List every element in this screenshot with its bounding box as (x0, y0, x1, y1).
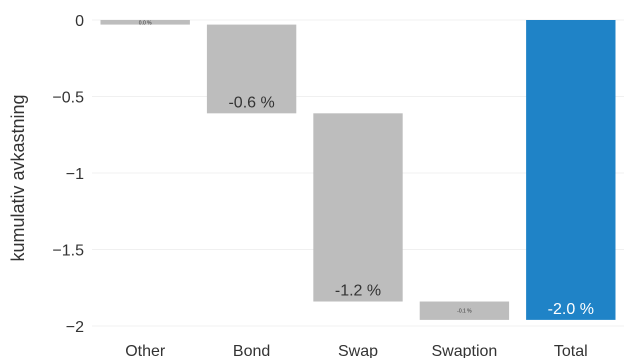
x-tick-label: Swap (338, 343, 378, 358)
bar-label-swaption: -0.1 % (457, 309, 472, 315)
bars (100, 20, 616, 320)
x-tick-label: Swaption (431, 343, 497, 358)
y-tick-label: 0 (75, 13, 84, 30)
bar-swaption (419, 301, 510, 320)
bar-other (100, 20, 190, 25)
bar-bond (206, 24, 297, 114)
x-tick-label: Total (554, 343, 588, 358)
x-tick-label: Other (125, 343, 166, 358)
bar-total (526, 20, 616, 320)
y-tick-label: −1 (66, 166, 84, 183)
y-axis-title: kumulativ avkastning (8, 94, 28, 261)
x-axis-ticks: Other Bond Swap Swaption Total (125, 343, 588, 358)
bar-label-swap: -1.2 % (335, 283, 381, 300)
bar-label-bond: -0.6 % (228, 94, 274, 111)
y-tick-label: −1.5 (52, 243, 84, 260)
y-tick-label: −2 (66, 319, 84, 336)
bar-label-total: -2.0 % (548, 301, 594, 318)
y-axis-ticks: 0 −0.5 −1 −1.5 −2 (52, 13, 84, 336)
bar-label-other: 0.0 % (139, 20, 152, 26)
y-tick-label: −0.5 (52, 90, 84, 107)
bar-swap (313, 113, 403, 302)
x-tick-label: Bond (233, 343, 270, 358)
bar-labels: 0.0 % -0.6 % -1.2 % -0.1 % -2.0 % (139, 20, 594, 318)
